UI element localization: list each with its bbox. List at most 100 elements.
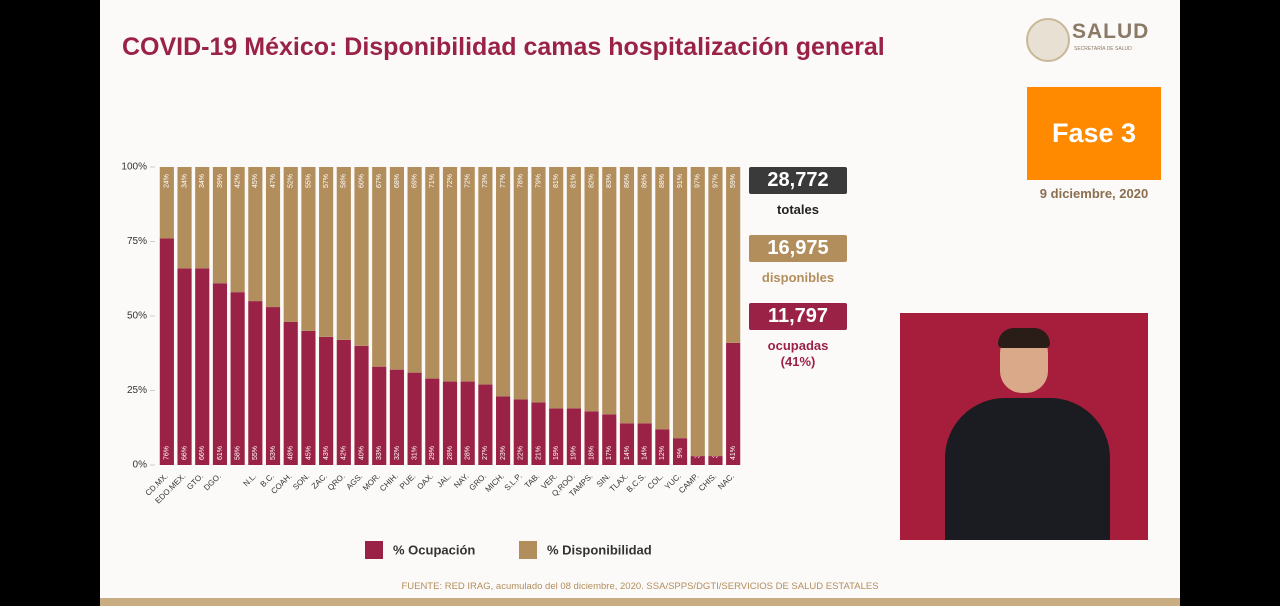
data-label: 69% (411, 174, 418, 188)
bar-segment (159, 167, 174, 239)
bar-segment (726, 167, 741, 343)
bar-segment (177, 167, 192, 269)
x-tick-label: DGO. (202, 472, 223, 493)
bar-segment (301, 330, 316, 465)
x-tick-label: B.C.S. (625, 472, 648, 495)
y-tick-label: 0% (133, 460, 148, 471)
summary-number: 16,975 (749, 235, 847, 262)
data-label: 66% (181, 446, 188, 460)
bar-segment (354, 167, 369, 346)
data-label: 68% (394, 174, 401, 188)
data-label: 19% (571, 446, 578, 460)
x-tick-label: COL. (646, 472, 666, 492)
bar-segment (212, 167, 228, 284)
data-label: 23% (500, 446, 507, 460)
data-label: 24% (164, 174, 171, 188)
data-label: 71% (429, 174, 436, 188)
bar-segment (672, 167, 688, 439)
x-tick-label: N.L. (242, 472, 259, 489)
data-label: 88% (659, 174, 666, 188)
bar-segment (425, 167, 440, 379)
bar-segment (230, 292, 245, 465)
legend-label: % Ocupación (393, 542, 475, 557)
x-tick-label: CHIH. (378, 472, 400, 494)
summary-label: ocupadas (41%) (767, 338, 829, 369)
data-label: 86% (624, 174, 631, 188)
x-tick-label: MOR. (361, 472, 382, 493)
bar-segment (336, 339, 351, 465)
summary-label: totales (777, 202, 819, 217)
x-tick-label: AGS. (345, 472, 365, 492)
data-label: 81% (553, 174, 560, 188)
interpreter-video (900, 313, 1148, 540)
data-label: 58% (234, 446, 241, 460)
data-label: 32% (394, 446, 401, 460)
data-label: 18% (588, 446, 595, 460)
legend-swatch (519, 541, 537, 559)
data-label: 48% (288, 446, 295, 460)
data-label: 34% (181, 174, 188, 188)
bar-segment (690, 167, 705, 457)
x-tick-label: PUE. (398, 472, 418, 492)
data-label: 82% (588, 174, 595, 188)
bar-segment (265, 307, 281, 465)
data-label: 53% (270, 446, 277, 460)
bar-segment (478, 167, 493, 385)
bar-segment (248, 167, 263, 302)
bar-segment (531, 402, 546, 465)
bar-segment (407, 372, 422, 465)
bar-segment (513, 167, 528, 400)
data-label: 29% (429, 446, 436, 460)
data-label: 14% (624, 446, 631, 460)
data-label: 34% (199, 174, 206, 188)
data-label: 42% (234, 174, 241, 188)
bar-segment (655, 167, 670, 430)
bar-segment (708, 456, 723, 465)
bar-segment (549, 408, 564, 465)
bar-segment (619, 423, 635, 465)
bar-segment (177, 268, 192, 465)
bar-segment (566, 167, 581, 409)
bar-segment (566, 408, 581, 465)
bar-segment (354, 345, 369, 465)
bar-segment (549, 167, 564, 409)
footer-bar (100, 598, 1180, 606)
data-label: 27% (482, 446, 489, 460)
y-tick-label: 100% (121, 162, 147, 173)
data-label: 22% (518, 446, 525, 460)
data-label: 14% (642, 446, 649, 460)
data-label: 78% (518, 174, 525, 188)
data-label: 79% (535, 174, 542, 188)
bar-segment (372, 366, 387, 465)
summary-number: 11,797 (749, 303, 847, 330)
bar-segment (690, 456, 705, 465)
bar-segment (602, 414, 617, 465)
bar-segment (531, 167, 546, 403)
data-label: 33% (376, 446, 383, 460)
x-tick-label: S.L.P. (503, 472, 524, 493)
bar-segment (460, 381, 475, 465)
data-label: 45% (252, 174, 259, 188)
footer-source: FUENTE: RED IRAG, acumulado del 08 dicie… (401, 581, 879, 592)
data-label: 83% (606, 174, 613, 188)
data-label: 67% (376, 174, 383, 188)
data-label: 42% (341, 446, 348, 460)
data-label: 41% (730, 446, 737, 460)
bar-segment (496, 396, 511, 465)
bar-segment (159, 238, 174, 465)
data-label: 72% (465, 174, 472, 188)
summary-number: 28,772 (749, 167, 847, 194)
data-label: 9% (677, 448, 684, 458)
x-tick-label: QRO. (326, 472, 347, 493)
data-label: 12% (659, 446, 666, 460)
data-label: 61% (217, 446, 224, 460)
data-label: 59% (730, 174, 737, 188)
data-label: 28% (447, 446, 454, 460)
data-label: 39% (217, 174, 224, 188)
bar-segment (389, 167, 404, 370)
bar-segment (513, 399, 528, 465)
data-label: 58% (341, 174, 348, 188)
legend-swatch (365, 541, 383, 559)
